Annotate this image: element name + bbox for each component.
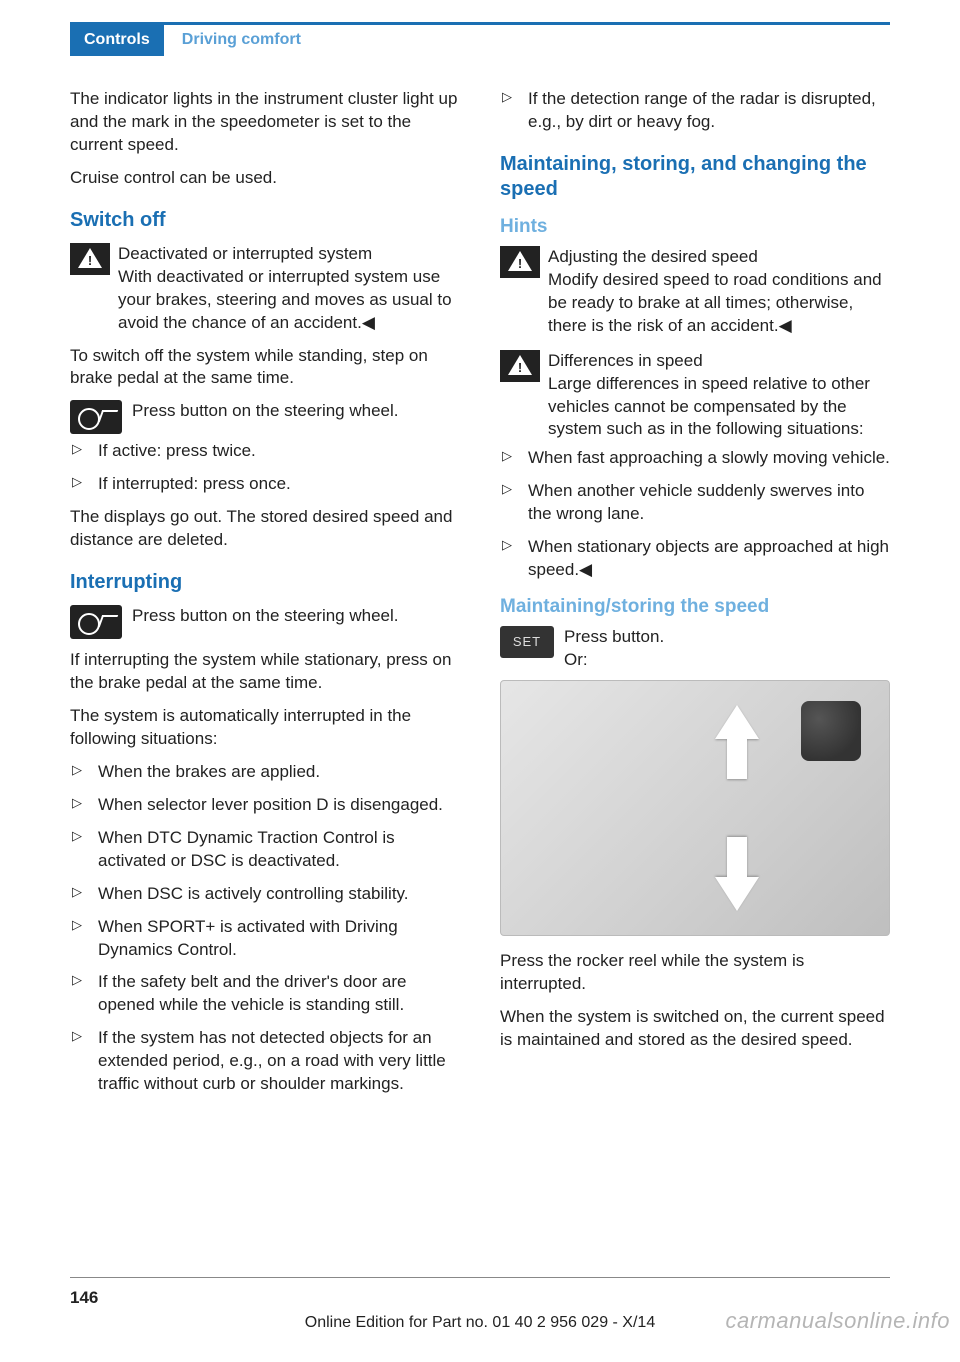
- list-item: If the safety belt and the driver's door…: [70, 971, 460, 1017]
- steering-button-text-1: Press button on the steering wheel.: [132, 400, 460, 423]
- page-number: 146: [70, 1288, 98, 1308]
- header-bar: Controls Driving comfort: [70, 22, 890, 56]
- cruise-button-icon: [70, 605, 122, 639]
- warning-diff-line-1: Differences in speed: [548, 350, 890, 373]
- set-text-1: Press button.: [564, 626, 890, 649]
- list-item: When SPORT+ is activated with Driving Dy…: [70, 916, 460, 962]
- page: Controls Driving comfort The indicator l…: [0, 0, 960, 1362]
- set-text-2: Or:: [564, 649, 890, 672]
- interrupting-bullets: When the brakes are applied. When select…: [70, 761, 460, 1096]
- watermark-text: carmanualsonline.info: [725, 1308, 950, 1334]
- list-item: When DTC Dynamic Traction Control is act…: [70, 827, 460, 873]
- right-top-bullets: If the detection range of the radar is d…: [500, 88, 890, 134]
- list-item: If the system has not detected objects f…: [70, 1027, 460, 1096]
- heading-switch-off: Switch off: [70, 208, 460, 233]
- arrow-up-icon: [715, 705, 759, 739]
- intro-paragraph-1: The indicator lights in the instrument c…: [70, 88, 460, 157]
- switch-off-para-2: The displays go out. The stored desired …: [70, 506, 460, 552]
- list-item: When fast approaching a slowly moving ve…: [500, 447, 890, 470]
- list-item: If interrupted: press once.: [70, 473, 460, 496]
- after-image-para-1: Press the rocker reel while the system i…: [500, 950, 890, 996]
- cruise-button-icon: [70, 400, 122, 434]
- after-image-para-2: When the system is switched on, the curr…: [500, 1006, 890, 1052]
- footer-divider: [70, 1277, 890, 1278]
- list-item: When another vehicle suddenly swerves in…: [500, 480, 890, 526]
- content-columns: The indicator lights in the instrument c…: [70, 88, 890, 1106]
- right-column: If the detection range of the radar is d…: [500, 88, 890, 1106]
- warning-adjust-line-1: Adjusting the desired speed: [548, 246, 890, 269]
- list-item: When stationary objects are approached a…: [500, 536, 890, 582]
- warning-block-adjust-speed: Adjusting the desired speed Modify desir…: [500, 246, 890, 338]
- warning-icon: [500, 246, 540, 278]
- set-button-icon: SET: [500, 626, 554, 658]
- warning-diff-line-2: Large differences in speed relative to o…: [548, 373, 890, 442]
- list-item: When selector lever position D is diseng…: [70, 794, 460, 817]
- set-button-row: SET Press button. Or:: [500, 626, 890, 672]
- list-item: If the detection range of the radar is d…: [500, 88, 890, 134]
- warning-block-diff-speed: Differences in speed Large differences i…: [500, 350, 890, 442]
- switch-off-para-1: To switch off the system while standing,…: [70, 345, 460, 391]
- intro-paragraph-2: Cruise control can be used.: [70, 167, 460, 190]
- header-tab-section: Driving comfort: [164, 25, 301, 56]
- heading-maintaining: Maintaining, storing, and changing the s…: [500, 152, 890, 202]
- rocker-wheel-image: [500, 680, 890, 936]
- list-item: If active: press twice.: [70, 440, 460, 463]
- list-item: When DSC is actively controlling stabili…: [70, 883, 460, 906]
- steering-button-text-2: Press button on the steering wheel.: [132, 605, 460, 628]
- steering-button-row-1: Press button on the steering wheel.: [70, 400, 460, 434]
- arrow-down-icon: [715, 877, 759, 911]
- header-tab-active: Controls: [70, 25, 164, 56]
- heading-interrupting: Interrupting: [70, 570, 460, 595]
- left-column: The indicator lights in the instrument c…: [70, 88, 460, 1106]
- warning-icon: [70, 243, 110, 275]
- warning-line-1: Deactivated or interrupted system: [118, 243, 460, 266]
- warning-icon: [500, 350, 540, 382]
- warning-block-deactivated: Deactivated or interrupted system With d…: [70, 243, 460, 335]
- switch-off-bullets: If active: press twice. If interrupted: …: [70, 440, 460, 496]
- heading-store-speed: Maintaining/storing the speed: [500, 596, 890, 618]
- interrupting-para-1: If interrupting the system while station…: [70, 649, 460, 695]
- warning-adjust-line-2: Modify desired speed to road conditions …: [548, 269, 890, 338]
- heading-hints: Hints: [500, 216, 890, 238]
- interrupting-para-2: The system is automatically interrupted …: [70, 705, 460, 751]
- steering-button-row-2: Press button on the steering wheel.: [70, 605, 460, 639]
- list-item: When the brakes are applied.: [70, 761, 460, 784]
- warning-line-2: With deactivated or interrupted system u…: [118, 266, 460, 335]
- hints-bullets: When fast approaching a slowly moving ve…: [500, 447, 890, 582]
